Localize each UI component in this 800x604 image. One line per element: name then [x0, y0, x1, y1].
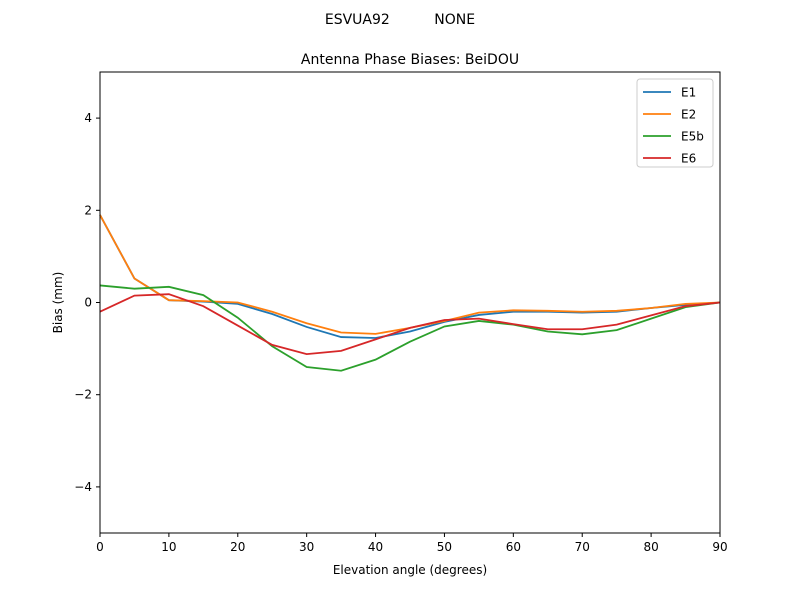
- legend-box: [636, 78, 714, 168]
- series-line-e1: [99, 214, 721, 339]
- x-tick-label: 60: [506, 540, 521, 554]
- x-tick-label: 50: [437, 540, 452, 554]
- x-tick-label: 70: [575, 540, 590, 554]
- series-line-e5b: [99, 284, 721, 372]
- y-tick-label: 2: [84, 203, 92, 217]
- x-tick-label: 10: [161, 540, 176, 554]
- legend-label: E6: [681, 152, 696, 166]
- y-axis-label: Bias (mm): [51, 272, 65, 334]
- figure-suptitle: ESVUA92 NONE: [325, 12, 475, 28]
- legend: E1 E2 E5b E6: [636, 78, 714, 168]
- chart-title: Antenna Phase Biases: BeiDOU: [301, 52, 519, 68]
- x-tick-label: 20: [230, 540, 245, 554]
- series-line-e2: [99, 214, 721, 335]
- x-tick-label: 30: [299, 540, 314, 554]
- x-tick-label: 80: [643, 540, 658, 554]
- y-tick-label: 0: [84, 296, 92, 310]
- legend-label: E2: [681, 108, 696, 122]
- y-tick-label: 4: [84, 111, 92, 125]
- x-tick-label: 90: [712, 540, 727, 554]
- series-line-e6: [99, 293, 721, 356]
- x-tick-label: 40: [368, 540, 383, 554]
- plot-frame: [99, 71, 721, 534]
- legend-label: E1: [681, 86, 696, 100]
- y-tick-label: −4: [74, 480, 92, 494]
- legend-label: E5b: [681, 130, 704, 144]
- y-tick-label: −2: [74, 388, 92, 402]
- x-tick-label: 0: [96, 540, 104, 554]
- x-axis-label: Elevation angle (degrees): [333, 563, 487, 577]
